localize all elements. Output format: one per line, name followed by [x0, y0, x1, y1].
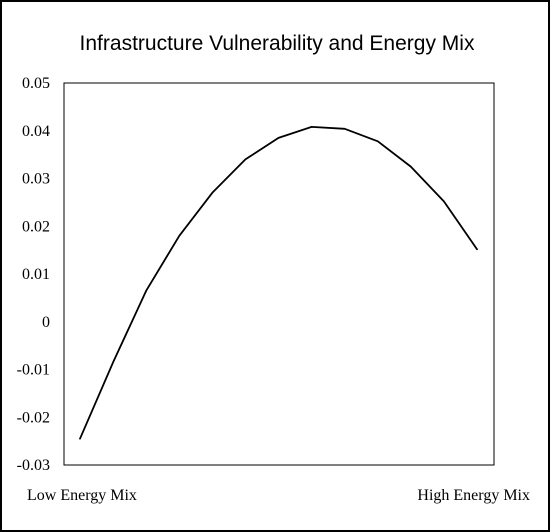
y-tick-label: -0.02 — [17, 409, 50, 426]
y-tick-label: -0.01 — [17, 362, 50, 379]
y-tick-label: 0.02 — [22, 218, 50, 235]
y-tick-label: 0.04 — [22, 123, 50, 140]
y-tick-label: 0 — [42, 314, 50, 331]
y-tick-label: -0.03 — [17, 457, 50, 474]
series-line — [79, 126, 478, 440]
x-axis-right-label: High Energy Mix — [417, 487, 530, 504]
x-axis-left-label: Low Energy Mix — [27, 487, 137, 504]
y-tick-label: 0.03 — [22, 171, 50, 188]
plot-area — [63, 82, 495, 466]
y-tick-label: 0.01 — [22, 266, 50, 283]
series-layer — [79, 126, 478, 440]
chart-title: Infrastructure Vulnerability and Energy … — [80, 32, 475, 55]
y-tick-label: 0.05 — [22, 75, 50, 92]
y-axis-tick-labels: -0.03 -0.02 -0.01 0 0.01 0.02 0.03 0.04 0.05 — [17, 75, 50, 474]
